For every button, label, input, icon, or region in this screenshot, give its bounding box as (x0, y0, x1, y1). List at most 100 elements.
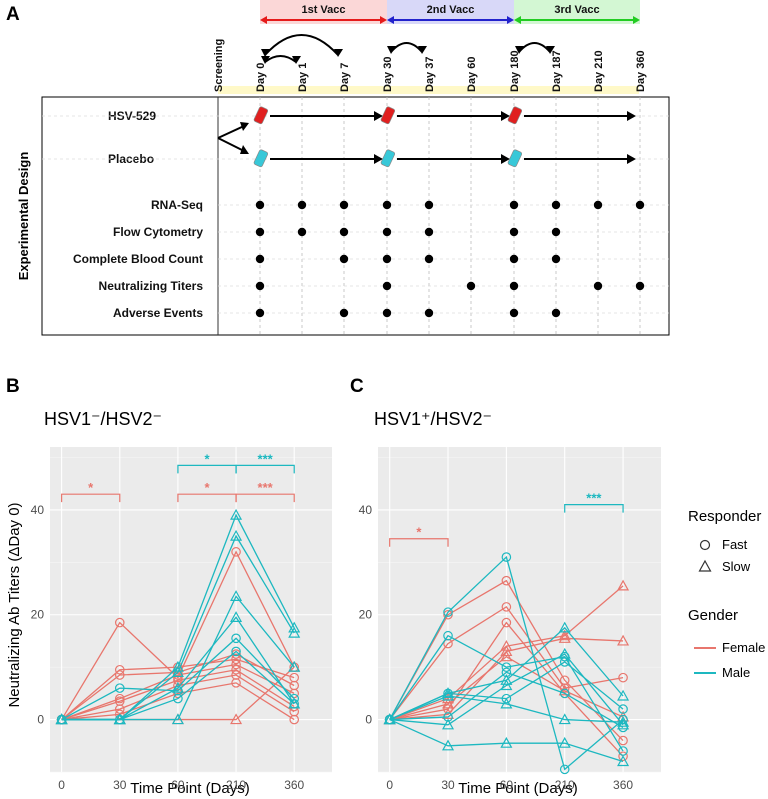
assay-dot (424, 227, 434, 237)
panel-c-chart: C HSV1⁺/HSV2⁻ Time Point (Days) 0 20 40 0 30… (350, 376, 661, 797)
timepoint-header: Day 60 (466, 57, 478, 92)
data-point-slow (558, 629, 571, 641)
series-line (61, 669, 295, 721)
data-point-fast (231, 678, 241, 688)
data-point-slow (288, 697, 301, 709)
legend-male-label: Male (722, 665, 750, 680)
syringe-icon (380, 149, 396, 168)
series-line (389, 606, 624, 720)
curved-arrow-head (387, 46, 396, 54)
significance-label: *** (258, 480, 274, 495)
assay-dot (509, 227, 519, 237)
significance-bracket (235, 464, 295, 474)
data-point-fast (289, 714, 300, 725)
data-point-slow (500, 645, 513, 657)
assay-label: Complete Blood Count (73, 252, 203, 266)
data-point-slow (442, 689, 455, 701)
panel-b-y-label: Neutralizing Ab Titers (ΔDay 0) (6, 502, 23, 707)
panel-c-label: C (350, 376, 364, 397)
arm-arrow-head (374, 111, 383, 121)
arm-arrow-head (501, 111, 510, 121)
y-tick-label: 0 (37, 713, 44, 727)
timepoint-header: Day 30 (382, 57, 394, 92)
vacc-label: 3rd Vacc (554, 4, 599, 16)
data-point-fast (443, 609, 453, 620)
significance-label: * (204, 451, 210, 466)
split-arrow-line (217, 137, 245, 152)
data-point-slow (617, 689, 630, 701)
significance-label: * (416, 525, 422, 540)
syringe-icon (507, 149, 523, 168)
panel-b-chart: B HSV1⁻/HSV2⁻ Neutralizing Ab Titers (ΔD… (6, 376, 332, 797)
assay-dot (466, 281, 476, 291)
x-tick-label: 30 (113, 778, 127, 792)
assay-dot (382, 227, 392, 237)
vacc-arrow-head-left (387, 16, 394, 24)
series-line (61, 682, 295, 721)
series-line (61, 550, 295, 720)
split-arrow-line (217, 125, 245, 139)
timepoint-header: Screening (213, 39, 225, 92)
assay-dot (593, 281, 603, 291)
data-point-slow (383, 713, 396, 725)
data-point-fast (114, 704, 125, 714)
data-point-slow (288, 626, 301, 638)
data-point-fast (231, 664, 241, 675)
assay-dot (424, 254, 434, 264)
series-line (61, 616, 295, 721)
data-point-slow (617, 755, 630, 767)
data-point-fast (443, 607, 453, 617)
curved-arrow-head (515, 46, 524, 54)
timeline-band (218, 86, 639, 94)
assay-dot (635, 281, 645, 291)
assay-dot (339, 254, 349, 264)
legend-slow-symbol (698, 559, 712, 572)
data-point-fast (173, 693, 183, 704)
legend: Responder Fast Slow Gender Female Male (688, 508, 765, 680)
vacc-label: 2nd Vacc (427, 4, 475, 16)
series-line (389, 655, 624, 721)
assay-dot (551, 308, 561, 318)
split-arrow-head (240, 145, 249, 154)
data-point-fast (173, 688, 183, 699)
assay-dot (339, 308, 349, 318)
vacc-arrow-head-left (260, 16, 267, 24)
data-point-fast (231, 547, 241, 557)
assay-dot (424, 308, 434, 318)
data-point-slow (558, 632, 571, 643)
data-point-fast (501, 602, 512, 612)
data-point-fast (443, 630, 453, 641)
assay-label: RNA-Seq (151, 198, 203, 212)
assay-dot (551, 200, 561, 210)
arm-arrow-head (501, 154, 510, 164)
assay-dot (551, 227, 561, 237)
timepoint-header: Day 210 (593, 50, 605, 92)
x-tick-label: 210 (555, 778, 575, 792)
timepoint-header: Day 187 (551, 50, 563, 92)
data-point-slow (55, 713, 68, 725)
data-point-fast (114, 709, 125, 720)
legend-fast-symbol (699, 539, 711, 551)
panel-b-title: HSV1⁻/HSV2⁻ (44, 409, 162, 429)
curved-arrow (390, 42, 423, 53)
legend-fast-label: Fast (722, 537, 748, 552)
data-point-slow (230, 529, 243, 541)
data-point-slow (230, 590, 243, 601)
assay-dot (255, 254, 265, 264)
x-tick-label: 0 (386, 778, 393, 792)
assay-dot (255, 200, 265, 210)
vacc-arrow-head-left (514, 16, 521, 24)
legend-slow-label: Slow (722, 559, 751, 574)
data-point-fast (443, 712, 453, 722)
assay-dot (382, 281, 392, 291)
y-tick-label: 0 (365, 713, 372, 727)
assay-dot (509, 281, 519, 291)
data-point-slow (442, 718, 455, 730)
data-point-fast (501, 662, 512, 672)
data-point-slow (500, 674, 513, 685)
x-tick-label: 60 (500, 778, 514, 792)
assay-label: Adverse Events (113, 306, 203, 320)
panel-c-title: HSV1⁺/HSV2⁻ (374, 409, 492, 429)
data-point-slow (500, 736, 513, 748)
timepoint-header: Day 37 (424, 57, 436, 92)
